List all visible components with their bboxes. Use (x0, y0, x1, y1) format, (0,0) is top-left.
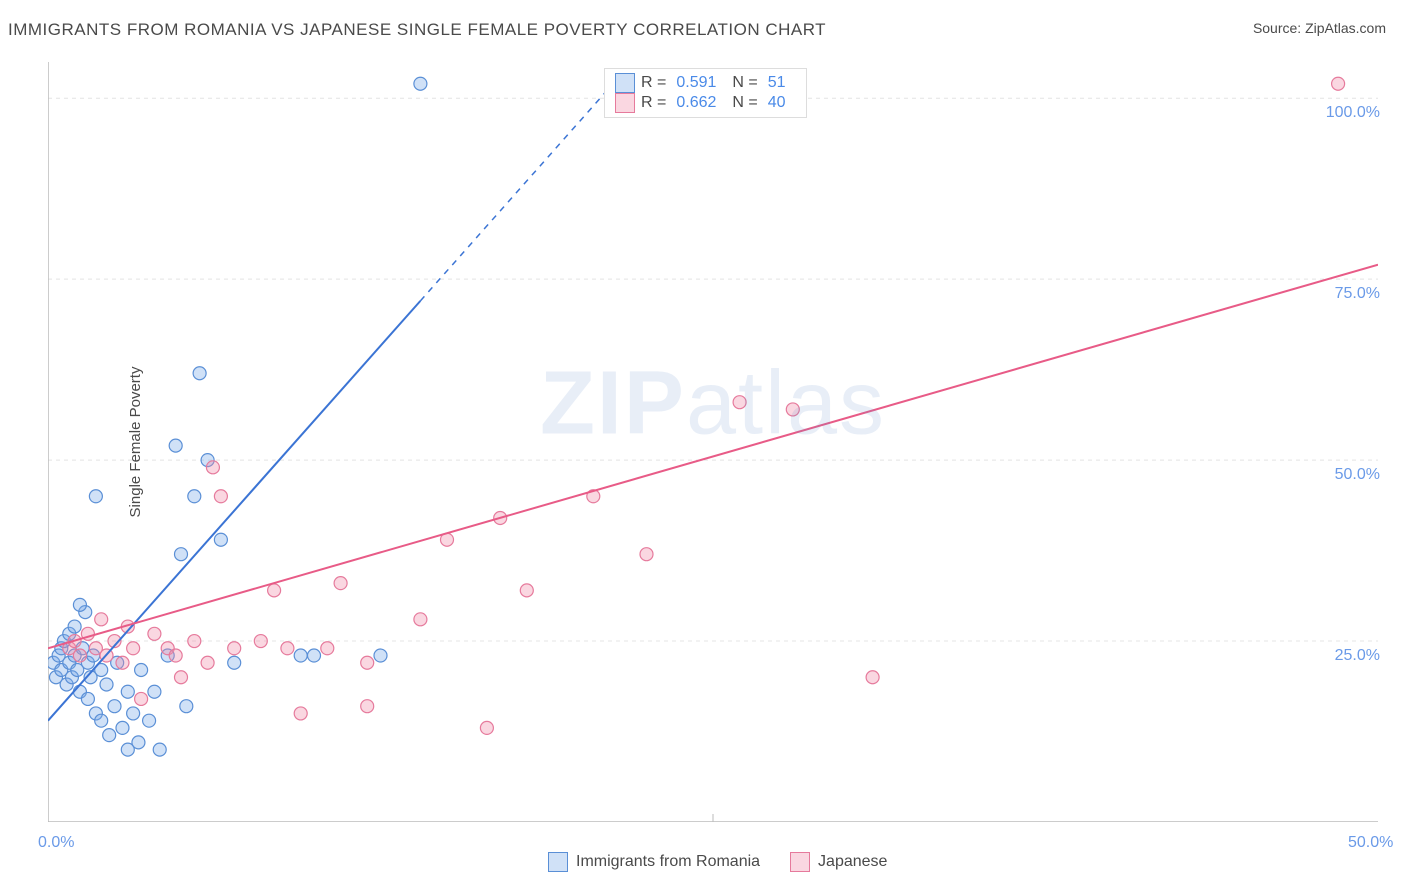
y-axis-label: Single Female Poverty (127, 367, 144, 518)
legend-r-value: 0.591 (676, 74, 716, 92)
x-tick-label: 0.0% (38, 834, 74, 852)
chart-title: IMMIGRANTS FROM ROMANIA VS JAPANESE SING… (8, 20, 826, 40)
legend-n-label: N = (732, 74, 757, 92)
correlation-legend: R = 0.591 N = 51 R = 0.662 N = 40 (604, 68, 807, 118)
y-tick-label: 100.0% (1326, 104, 1380, 122)
series-name: Immigrants from Romania (576, 853, 760, 871)
legend-swatch (615, 73, 635, 93)
legend-n-value: 51 (768, 74, 786, 92)
legend-r-label: R = (641, 94, 666, 112)
scatter-plot (48, 62, 1378, 822)
legend-swatch (790, 852, 810, 872)
series-legend-item: Immigrants from Romania (548, 852, 760, 872)
legend-swatch (615, 93, 635, 113)
series-legend-item: Japanese (790, 852, 887, 872)
x-tick-label: 50.0% (1348, 834, 1393, 852)
y-tick-label: 25.0% (1335, 647, 1380, 665)
legend-n-label: N = (732, 94, 757, 112)
legend-n-value: 40 (768, 94, 786, 112)
y-tick-label: 50.0% (1335, 466, 1380, 484)
legend-r-label: R = (641, 74, 666, 92)
legend-r-value: 0.662 (676, 94, 716, 112)
legend-row: R = 0.662 N = 40 (615, 93, 796, 113)
y-tick-label: 75.0% (1335, 285, 1380, 303)
source-link[interactable]: ZipAtlas.com (1305, 20, 1386, 36)
source-prefix: Source: (1253, 20, 1305, 36)
chart-area: Single Female Poverty ZIPatlas 25.0%50.0… (48, 62, 1378, 822)
source-label: Source: ZipAtlas.com (1253, 20, 1386, 36)
legend-row: R = 0.591 N = 51 (615, 73, 796, 93)
series-legend: Immigrants from Romania Japanese (548, 852, 887, 872)
series-name: Japanese (818, 853, 887, 871)
legend-swatch (548, 852, 568, 872)
